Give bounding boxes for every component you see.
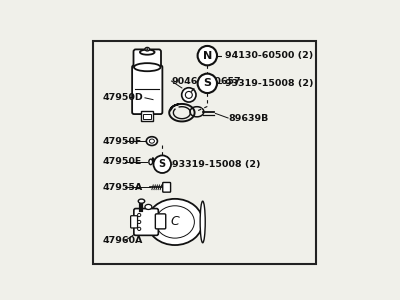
FancyBboxPatch shape — [131, 216, 138, 228]
Ellipse shape — [185, 92, 192, 98]
Text: N: N — [203, 51, 212, 61]
Text: C: C — [170, 215, 179, 229]
Text: 89639B: 89639B — [228, 113, 268, 122]
FancyBboxPatch shape — [163, 182, 170, 192]
Circle shape — [198, 46, 217, 65]
FancyBboxPatch shape — [155, 214, 166, 229]
Text: 93319-15008 (2): 93319-15008 (2) — [225, 79, 313, 88]
Ellipse shape — [182, 88, 196, 102]
Ellipse shape — [134, 63, 160, 71]
Ellipse shape — [200, 201, 205, 243]
Text: S: S — [203, 78, 211, 88]
FancyBboxPatch shape — [142, 111, 153, 121]
Ellipse shape — [138, 213, 141, 217]
Circle shape — [154, 155, 171, 173]
FancyBboxPatch shape — [132, 65, 162, 114]
Text: 47950E: 47950E — [102, 158, 142, 166]
Text: 47955A: 47955A — [102, 183, 142, 192]
Ellipse shape — [138, 220, 141, 224]
Text: S: S — [159, 159, 166, 169]
Circle shape — [198, 74, 217, 93]
Ellipse shape — [146, 49, 148, 50]
Text: 47950D: 47950D — [102, 93, 143, 102]
Text: 47950F: 47950F — [102, 136, 142, 146]
Text: 94130-60500 (2): 94130-60500 (2) — [225, 51, 313, 60]
Text: 90464-00657: 90464-00657 — [172, 76, 241, 85]
Ellipse shape — [140, 50, 154, 55]
Ellipse shape — [146, 137, 158, 146]
FancyBboxPatch shape — [143, 114, 151, 119]
FancyBboxPatch shape — [134, 208, 158, 236]
Ellipse shape — [138, 199, 145, 203]
Ellipse shape — [149, 139, 154, 143]
Ellipse shape — [145, 204, 152, 209]
FancyBboxPatch shape — [134, 50, 161, 67]
Ellipse shape — [156, 206, 194, 238]
Ellipse shape — [145, 47, 150, 51]
Text: 93319-15008 (2): 93319-15008 (2) — [172, 160, 260, 169]
Ellipse shape — [147, 199, 203, 245]
Ellipse shape — [149, 159, 152, 165]
Ellipse shape — [138, 227, 141, 230]
Text: 47960A: 47960A — [102, 236, 142, 245]
